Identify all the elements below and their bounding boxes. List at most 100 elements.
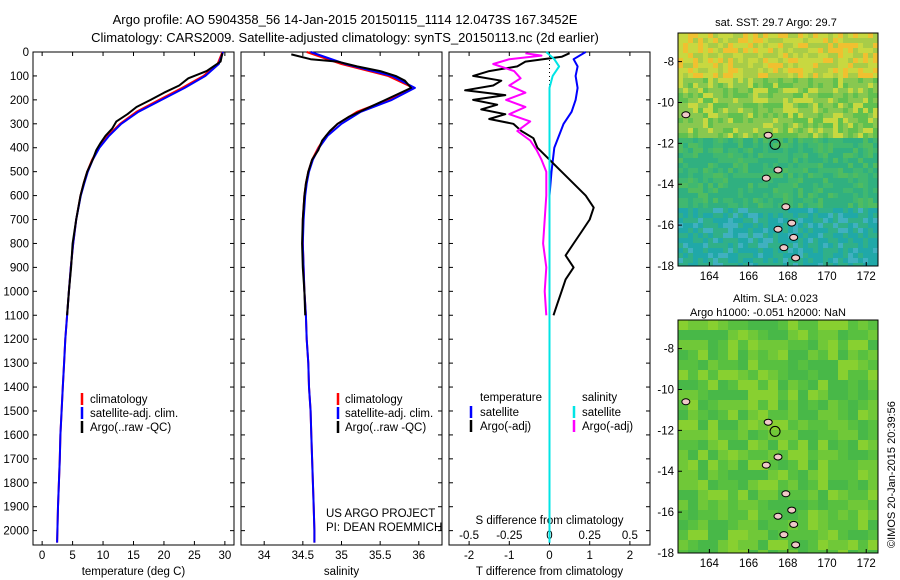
map-cell bbox=[778, 420, 788, 430]
map-cell bbox=[838, 113, 843, 118]
map-cell bbox=[833, 248, 838, 253]
map-cell bbox=[743, 258, 748, 263]
map-cell bbox=[733, 88, 738, 93]
map-cell bbox=[728, 183, 733, 188]
map-cell bbox=[728, 73, 733, 78]
map-cell bbox=[788, 400, 798, 410]
map-cell bbox=[678, 93, 683, 98]
map-cell bbox=[683, 138, 688, 143]
map-cell bbox=[683, 93, 688, 98]
map-cell bbox=[848, 183, 853, 188]
map-cell bbox=[763, 53, 768, 58]
map-cell bbox=[868, 470, 878, 480]
map-cell bbox=[728, 128, 733, 133]
map-cell bbox=[848, 480, 858, 490]
map-cell bbox=[698, 58, 703, 63]
map-cell bbox=[868, 520, 878, 530]
map-cell bbox=[863, 113, 868, 118]
map-cell bbox=[698, 108, 703, 113]
map-cell bbox=[813, 233, 818, 238]
map-cell bbox=[803, 198, 808, 203]
map-cell bbox=[748, 83, 753, 88]
map-cell bbox=[818, 208, 823, 213]
map-cell bbox=[828, 113, 833, 118]
map-cell bbox=[758, 128, 763, 133]
map-cell bbox=[783, 218, 788, 223]
map-cell bbox=[818, 390, 828, 400]
map-cell bbox=[803, 63, 808, 68]
map-cell bbox=[773, 158, 778, 163]
map-cell bbox=[768, 128, 773, 133]
map-cell bbox=[848, 238, 853, 243]
map-cell bbox=[838, 430, 848, 440]
argo-position-marker bbox=[769, 425, 781, 437]
map-cell bbox=[778, 183, 783, 188]
map-cell bbox=[783, 133, 788, 138]
map-cell bbox=[838, 248, 843, 253]
map-cell bbox=[688, 243, 693, 248]
map-cell bbox=[688, 218, 693, 223]
map-cell bbox=[768, 83, 773, 88]
map-cell bbox=[838, 550, 848, 553]
map-cell bbox=[763, 188, 768, 193]
map-cell bbox=[813, 223, 818, 228]
map-cell bbox=[838, 520, 848, 530]
map-cell bbox=[868, 330, 878, 340]
map-cell bbox=[818, 360, 828, 370]
map-cell bbox=[718, 93, 723, 98]
map-cell bbox=[858, 460, 868, 470]
map-cell bbox=[873, 233, 878, 238]
map-cell bbox=[708, 238, 713, 243]
map-cell bbox=[808, 153, 813, 158]
map-cell bbox=[818, 510, 828, 520]
map-cell bbox=[873, 248, 878, 253]
map-cell bbox=[783, 258, 788, 263]
map-cell bbox=[688, 500, 698, 510]
map-cell bbox=[818, 213, 823, 218]
map-cell bbox=[688, 320, 698, 330]
map-cell bbox=[858, 153, 863, 158]
map-cell bbox=[788, 78, 793, 83]
map-cell bbox=[803, 233, 808, 238]
map-cell bbox=[833, 258, 838, 263]
map-cell bbox=[793, 218, 798, 223]
map-cell bbox=[848, 253, 853, 258]
map-cell bbox=[778, 123, 783, 128]
map-cell bbox=[803, 138, 808, 143]
map-cell bbox=[858, 530, 868, 540]
sla-map-title-line2: Argo h1000: -0.051 h2000: NaN bbox=[690, 307, 846, 319]
map-cell bbox=[683, 233, 688, 238]
map-cell bbox=[728, 253, 733, 258]
map-cell bbox=[868, 340, 878, 350]
map-cell bbox=[783, 128, 788, 133]
map-cell bbox=[733, 83, 738, 88]
map-cell bbox=[868, 400, 878, 410]
map-cell bbox=[758, 370, 768, 380]
map-cell bbox=[778, 193, 783, 198]
map-cell bbox=[703, 193, 708, 198]
legend-label-climatology: climatology bbox=[90, 394, 148, 406]
map-cell bbox=[693, 203, 698, 208]
map-cell bbox=[723, 103, 728, 108]
map-cell bbox=[763, 83, 768, 88]
map-cell bbox=[713, 233, 718, 238]
map-cell bbox=[838, 263, 843, 266]
map-cell bbox=[713, 253, 718, 258]
map-cell bbox=[693, 58, 698, 63]
map-cell bbox=[798, 370, 808, 380]
map-cell bbox=[843, 223, 848, 228]
map-cell bbox=[843, 68, 848, 73]
map-cell bbox=[838, 470, 848, 480]
map-cell bbox=[703, 133, 708, 138]
map-cell bbox=[848, 198, 853, 203]
map-cell bbox=[788, 178, 793, 183]
map-cell bbox=[798, 98, 803, 103]
map-cell bbox=[858, 430, 868, 440]
map-cell bbox=[703, 163, 708, 168]
map-cell bbox=[843, 248, 848, 253]
map-cell bbox=[818, 320, 828, 330]
map-cell bbox=[708, 470, 718, 480]
map-cell bbox=[798, 93, 803, 98]
figure-title-line1: Argo profile: AO 5904358_56 14-Jan-2015 … bbox=[113, 12, 578, 27]
map-cell bbox=[703, 138, 708, 143]
